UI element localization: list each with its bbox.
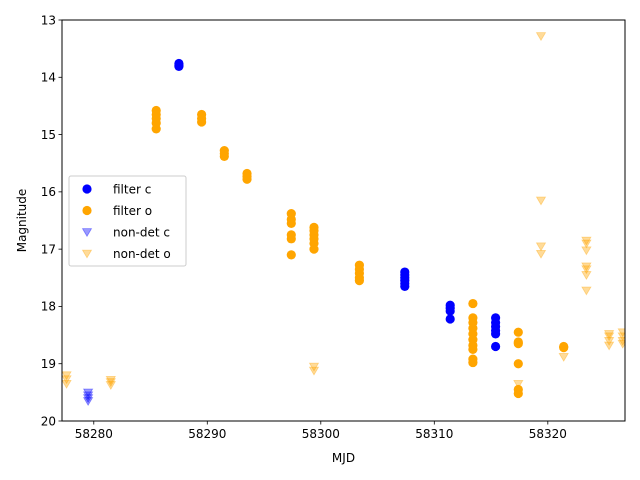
x-axis: 58280 58290 58300 58310 58320 [75, 421, 567, 441]
y-axis: 13 14 15 16 17 18 19 20 [41, 13, 62, 428]
non-det-o-point [535, 249, 547, 259]
non-det-o-point [105, 378, 117, 388]
filter-o-point [559, 343, 569, 353]
non-det-o-point [535, 196, 547, 206]
x-axis-label: MJD [332, 451, 355, 465]
non-det-o-point [581, 239, 592, 249]
non-det-o-point [105, 375, 117, 385]
filter-o-point [354, 276, 364, 286]
non-det-c-point [82, 394, 94, 404]
filter-o-point [286, 218, 296, 228]
legend-label-non-det-c: non-det c [113, 225, 170, 239]
filter-o-point [242, 174, 252, 184]
y-tick-label: 13 [41, 13, 56, 27]
legend: filter c filter o non-det c non-det o [68, 175, 187, 267]
non-det-o-point [62, 379, 72, 389]
non-det-c-point [82, 397, 94, 407]
non-det-o-point [62, 371, 72, 381]
y-tick-label: 16 [41, 185, 56, 199]
non-det-o-point [535, 242, 547, 252]
filter-o-point [219, 151, 229, 161]
legend-marker-filter-o [82, 205, 92, 216]
x-tick-label: 58320 [529, 427, 567, 441]
legend-label-filter-o: filter o [113, 204, 152, 218]
y-tick-label: 19 [41, 357, 56, 371]
non-det-o-point [617, 339, 625, 349]
legend-marker-non-det-c [81, 228, 93, 238]
filter-o-point [513, 359, 523, 369]
non-det-o-point [308, 366, 320, 376]
filter-o-point [513, 339, 523, 349]
filter-o-point [468, 344, 478, 354]
non-det-c-point [82, 391, 94, 401]
non-det-o-point [513, 379, 524, 389]
x-tick-label: 58310 [415, 427, 453, 441]
non-det-o-point [603, 332, 615, 342]
x-tick-label: 58290 [188, 427, 226, 441]
filter-o-point [309, 244, 319, 254]
legend-box [68, 175, 187, 267]
non-det-c-point [82, 388, 94, 398]
non-det-o-point [105, 381, 117, 390]
y-tick-label: 14 [41, 71, 56, 85]
non-det-o-point [581, 262, 592, 272]
filter-o-point [286, 250, 296, 260]
non-det-o-point [558, 353, 569, 362]
x-tick-label: 58280 [75, 427, 113, 441]
y-tick-label: 18 [41, 300, 56, 314]
non-det-o-point [603, 337, 615, 346]
y-axis-label: Magnitude [15, 189, 29, 253]
non-det-o-point [581, 236, 592, 246]
legend-marker-filter-c [82, 184, 92, 194]
non-det-o-point [535, 32, 547, 42]
non-det-o-point [603, 341, 615, 351]
filter-c-point [174, 61, 184, 72]
non-det-o-point [581, 265, 592, 275]
x-tick-label: 58300 [302, 427, 340, 441]
plot-frame [61, 19, 626, 422]
non-det-o-point [308, 362, 320, 372]
filter-c-point [400, 281, 410, 291]
legend-label-non-det-o: non-det o [113, 247, 171, 261]
filter-c-point [491, 341, 501, 352]
non-det-o-point [62, 375, 72, 385]
legend-label-filter-c: filter c [113, 182, 151, 196]
filter-c-point [445, 306, 455, 316]
filter-o-point [513, 327, 523, 337]
non-det-o-point [581, 286, 592, 296]
y-tick-label: 15 [41, 128, 56, 142]
non-det-o-point [603, 330, 615, 339]
legend-marker-non-det-o [81, 249, 93, 259]
filter-o-point [197, 117, 207, 127]
filter-o-point [286, 234, 296, 244]
y-tick-label: 20 [41, 414, 56, 428]
filter-o-point [513, 388, 523, 399]
y-tick-label: 17 [41, 242, 56, 256]
filter-c-point [491, 329, 501, 339]
non-det-o-point [581, 271, 592, 280]
filter-o-point [468, 298, 478, 309]
filter-c-point [445, 314, 455, 324]
filter-o-point [468, 357, 478, 368]
non-det-o-point [581, 246, 592, 256]
filter-o-point [151, 124, 161, 134]
